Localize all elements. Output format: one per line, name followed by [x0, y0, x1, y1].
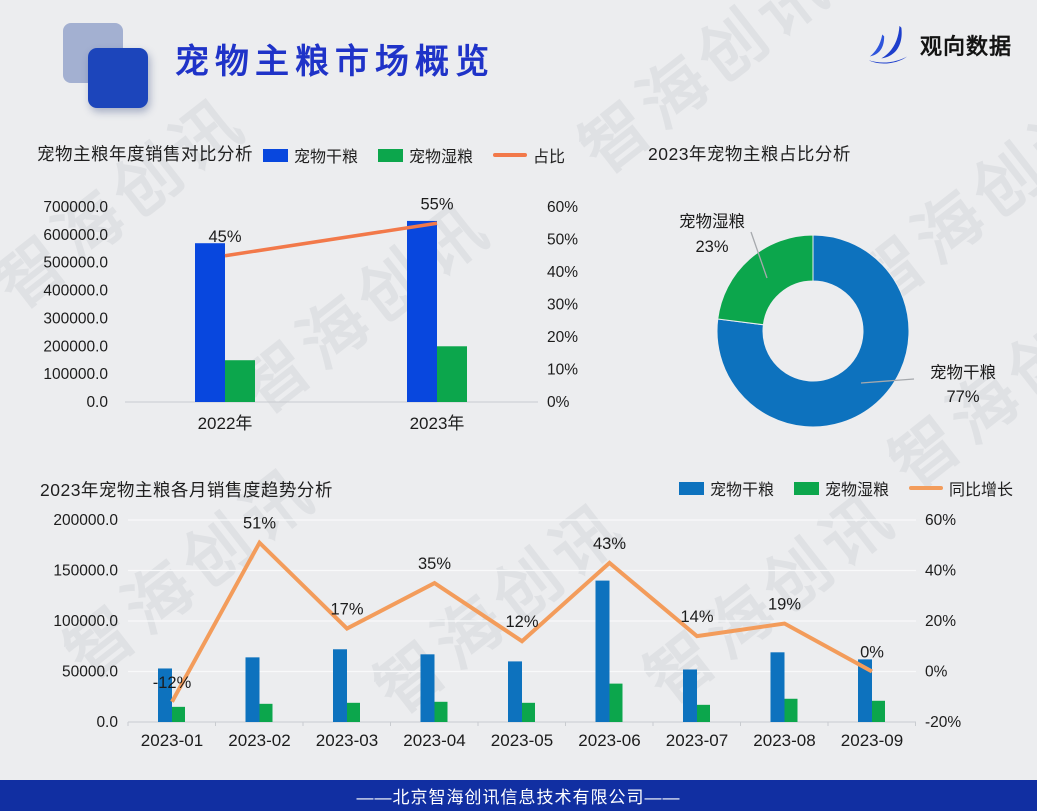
svg-text:12%: 12%	[505, 613, 538, 631]
svg-text:10%: 10%	[547, 362, 578, 379]
logo-front-square	[88, 48, 148, 108]
monthly-chart-legend: 宠物干粮 宠物湿粮 同比增长	[678, 476, 1013, 500]
svg-text:500000.0: 500000.0	[43, 255, 108, 272]
legend-label-dry-food: 宠物干粮	[709, 482, 774, 499]
app-logo	[60, 20, 160, 112]
legend-swatch-wet-food	[378, 148, 404, 162]
svg-text:14%: 14%	[680, 608, 713, 626]
svg-text:40%: 40%	[547, 264, 578, 281]
svg-text:200000.0: 200000.0	[53, 512, 118, 529]
legend-label-yoy-growth: 同比增长	[948, 482, 1013, 499]
svg-text:200000.0: 200000.0	[43, 338, 108, 355]
svg-text:2023-01: 2023-01	[141, 731, 203, 750]
yearly-comparison-chart: 700000.0 600000.0 500000.0 400000.0 300000.0…	[43, 195, 578, 433]
legend-label-wet-food: 宠物湿粮	[409, 149, 474, 166]
svg-text:宠物湿粮: 宠物湿粮	[679, 212, 745, 231]
legend-swatch-wet-food	[793, 481, 819, 495]
legend-label-wet-food: 宠物湿粮	[824, 482, 889, 499]
svg-text:600000.0: 600000.0	[43, 227, 108, 244]
yearly-chart-title: 宠物主粮年度销售对比分析	[37, 144, 253, 164]
legend-swatch-dry-food	[678, 481, 704, 495]
svg-text:60%: 60%	[547, 199, 578, 216]
svg-text:20%: 20%	[547, 329, 578, 346]
svg-text:35%: 35%	[418, 555, 451, 573]
yearly-chart-legend: 宠物干粮 宠物湿粮 占比	[263, 143, 565, 167]
svg-text:2023-06: 2023-06	[578, 731, 640, 750]
svg-text:0%: 0%	[860, 644, 884, 662]
svg-text:30%: 30%	[547, 297, 578, 314]
svg-text:50000.0: 50000.0	[62, 664, 118, 681]
footer-bar: ——北京智海创讯信息技术有限公司——	[0, 780, 1037, 811]
svg-text:23%: 23%	[695, 238, 728, 256]
monthly-trend-chart: 200000.0 150000.0 100000.0 50000.0 0.0 60% 40%…	[53, 512, 961, 750]
svg-text:150000.0: 150000.0	[53, 563, 118, 580]
svg-text:2023-07: 2023-07	[666, 731, 728, 750]
svg-text:0.0: 0.0	[86, 394, 108, 411]
svg-text:43%: 43%	[593, 535, 626, 553]
svg-text:45%: 45%	[208, 228, 241, 246]
svg-text:19%: 19%	[768, 596, 801, 614]
svg-text:60%: 60%	[925, 512, 956, 529]
svg-text:100000.0: 100000.0	[53, 613, 118, 630]
svg-text:51%: 51%	[243, 515, 276, 533]
svg-text:77%: 77%	[946, 388, 979, 406]
sailboat-logo-icon	[868, 25, 908, 64]
monthly-chart-title: 2023年宠物主粮各月销售度趋势分析	[40, 480, 333, 500]
svg-text:2023-02: 2023-02	[228, 731, 290, 750]
svg-text:2023-05: 2023-05	[491, 731, 553, 750]
legend-swatch-ratio-line	[493, 153, 528, 157]
svg-text:2023-09: 2023-09	[841, 731, 903, 750]
footer-company-text: ——北京智海创讯信息技术有限公司——	[356, 788, 681, 807]
svg-text:-12%: -12%	[153, 674, 192, 692]
legend-label-ratio: 占比	[533, 149, 566, 166]
legend-label-dry-food: 宠物干粮	[294, 149, 359, 166]
svg-text:宠物干粮: 宠物干粮	[930, 363, 996, 382]
brand-name: 观向数据	[919, 34, 1012, 59]
svg-text:0%: 0%	[547, 394, 570, 411]
svg-text:2023年: 2023年	[410, 414, 465, 433]
svg-text:2023-03: 2023-03	[316, 731, 378, 750]
svg-text:2023-04: 2023-04	[403, 731, 465, 750]
legend-swatch-yoy-line	[908, 486, 943, 490]
svg-text:-20%: -20%	[925, 714, 961, 731]
svg-text:2022年: 2022年	[198, 414, 253, 433]
share-chart-title: 2023年宠物主粮占比分析	[648, 144, 851, 164]
svg-text:2023-08: 2023-08	[753, 731, 815, 750]
svg-text:40%: 40%	[925, 563, 956, 580]
legend-swatch-dry-food	[263, 148, 288, 162]
svg-text:50%: 50%	[547, 232, 578, 249]
svg-text:100000.0: 100000.0	[43, 366, 108, 383]
svg-text:0%: 0%	[925, 664, 948, 681]
svg-text:300000.0: 300000.0	[43, 310, 108, 327]
svg-text:700000.0: 700000.0	[43, 199, 108, 216]
svg-text:0.0: 0.0	[96, 714, 118, 731]
share-donut-chart: 宠物湿粮 23% 宠物干粮 77%	[679, 212, 996, 428]
brand: 观向数据	[866, 24, 1012, 66]
svg-text:17%: 17%	[330, 601, 363, 619]
svg-text:55%: 55%	[420, 195, 453, 213]
page-title: 宠物主粮市场概览	[175, 43, 495, 81]
svg-text:20%: 20%	[925, 613, 956, 630]
svg-text:400000.0: 400000.0	[43, 283, 108, 300]
